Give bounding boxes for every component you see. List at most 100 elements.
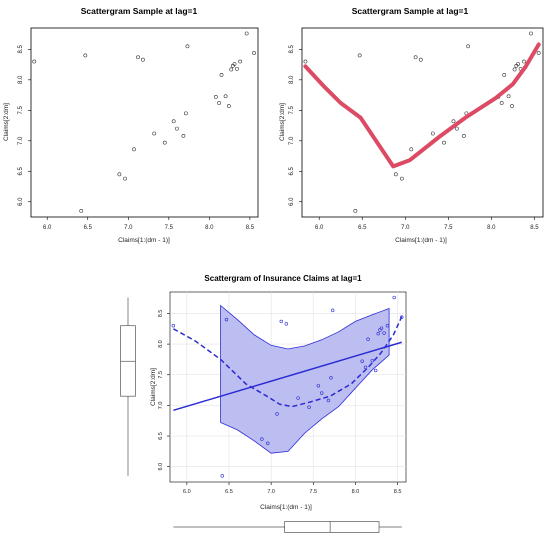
data-point bbox=[512, 67, 517, 72]
chart-3-frame bbox=[169, 291, 407, 483]
x-tick-label: 6.5 bbox=[84, 225, 93, 231]
data-point bbox=[326, 398, 331, 403]
x-tick-label: 7.0 bbox=[267, 489, 275, 495]
chart-3-smooth-line bbox=[173, 316, 403, 408]
x-tick-label: 6.5 bbox=[225, 489, 233, 495]
data-point bbox=[529, 31, 533, 36]
chart-3-x-label: Claims[1:(dm - 1)] bbox=[260, 504, 312, 511]
chart-1-x-axis: 6.0 6.5 7.0 7.5 8.0 8.5 bbox=[43, 217, 255, 231]
x-tick-label: 8.5 bbox=[394, 489, 402, 495]
data-point bbox=[136, 55, 140, 60]
chart-2-x-axis: 6.0 6.5 7.0 7.5 8.0 8.5 bbox=[315, 217, 539, 231]
data-point bbox=[379, 326, 384, 330]
x-tick-label: 7.5 bbox=[444, 225, 453, 231]
y-tick-label: 7.0 bbox=[18, 136, 24, 145]
data-point bbox=[175, 126, 179, 131]
y-tick-label: 6.5 bbox=[158, 432, 164, 440]
data-point bbox=[252, 51, 256, 55]
chart-3-y-label: Claims[2:dm] bbox=[150, 368, 157, 406]
data-point bbox=[183, 111, 188, 116]
data-point bbox=[266, 441, 270, 446]
data-point bbox=[522, 59, 526, 64]
data-point bbox=[223, 94, 228, 99]
data-point bbox=[83, 53, 88, 58]
data-point bbox=[455, 126, 459, 131]
data-point bbox=[378, 328, 382, 332]
data-point bbox=[244, 31, 249, 36]
x-tick-label: 7.0 bbox=[401, 225, 410, 231]
y-tick-label: 6.0 bbox=[18, 197, 24, 206]
x-tick-label: 7.5 bbox=[309, 489, 317, 495]
data-point bbox=[219, 73, 224, 77]
data-point bbox=[226, 104, 231, 108]
chart-3-confidence-band bbox=[220, 304, 390, 454]
data-point bbox=[370, 358, 374, 363]
data-point bbox=[373, 368, 378, 373]
data-point bbox=[140, 57, 145, 62]
data-point bbox=[366, 337, 370, 341]
chart-1-frame bbox=[30, 27, 259, 218]
data-point bbox=[232, 62, 237, 66]
data-point bbox=[117, 172, 122, 177]
data-point bbox=[132, 147, 136, 152]
x-tick-label: 8.0 bbox=[487, 225, 496, 231]
data-point bbox=[238, 59, 243, 64]
x-tick-label: 6.0 bbox=[43, 225, 52, 231]
data-point bbox=[536, 51, 541, 55]
data-point bbox=[506, 94, 511, 99]
chart-1-y-label: Claims[2:dm] bbox=[3, 103, 10, 141]
data-point bbox=[499, 101, 504, 105]
data-point bbox=[363, 365, 368, 370]
data-point bbox=[360, 359, 364, 363]
y-tick-label: 8.0 bbox=[158, 340, 164, 348]
data-point bbox=[376, 331, 380, 336]
chart-3-title: Scattergram of Insurance Claims at lag=1 bbox=[204, 274, 362, 283]
data-point bbox=[357, 53, 362, 58]
chart-3-y-boxplot bbox=[120, 297, 136, 476]
data-point bbox=[152, 131, 157, 136]
data-point bbox=[229, 67, 234, 72]
x-tick-label: 7.5 bbox=[165, 225, 174, 231]
data-point bbox=[284, 322, 289, 326]
y-tick-label: 8.0 bbox=[289, 75, 295, 84]
y-tick-label: 6.5 bbox=[18, 166, 24, 175]
data-point bbox=[316, 384, 321, 388]
y-tick-label: 6.0 bbox=[158, 463, 164, 471]
data-point bbox=[451, 119, 456, 124]
chart-2-y-axis: 6.0 6.5 7.0 7.5 8.0 8.5 bbox=[289, 45, 302, 206]
y-tick-label: 8.5 bbox=[158, 310, 164, 318]
chart-2-frame bbox=[301, 27, 544, 218]
data-point bbox=[181, 134, 186, 138]
y-tick-label: 8.0 bbox=[18, 75, 24, 84]
data-point bbox=[409, 147, 414, 152]
chart-1-title: Scattergram Sample at lag=1 bbox=[81, 6, 198, 16]
data-point bbox=[329, 376, 333, 380]
chart-1-x-label: Claims[1:(dm - 1)] bbox=[118, 237, 170, 244]
data-point bbox=[516, 62, 520, 66]
y-tick-label: 7.0 bbox=[158, 402, 164, 410]
data-point bbox=[418, 57, 423, 62]
chart-2-smooth-line bbox=[303, 42, 541, 169]
chart-2-points bbox=[303, 31, 541, 213]
data-point bbox=[320, 391, 324, 395]
chart-2: Scattergram Sample at lag=1 6.0 6.5 7.0 7.5… bbox=[279, 6, 544, 244]
data-point bbox=[123, 176, 127, 181]
x-tick-label: 6.0 bbox=[315, 225, 324, 231]
chart-3-points bbox=[171, 295, 404, 478]
data-point bbox=[307, 405, 311, 409]
x-tick-label: 6.0 bbox=[183, 489, 191, 495]
data-point bbox=[296, 396, 300, 400]
y-tick-label: 7.5 bbox=[289, 105, 295, 114]
data-point bbox=[235, 66, 239, 71]
data-point bbox=[461, 134, 466, 138]
y-tick-label: 6.0 bbox=[289, 197, 295, 206]
chart-2-title: Scattergram Sample at lag=1 bbox=[352, 6, 469, 16]
data-point bbox=[466, 44, 471, 49]
chart-3-x-axis: 6.0 6.5 7.0 7.5 8.0 8.5 bbox=[183, 482, 401, 495]
data-point bbox=[171, 119, 176, 124]
data-point bbox=[399, 176, 404, 181]
data-point bbox=[224, 317, 229, 322]
data-point bbox=[185, 44, 190, 49]
data-point bbox=[162, 140, 167, 145]
